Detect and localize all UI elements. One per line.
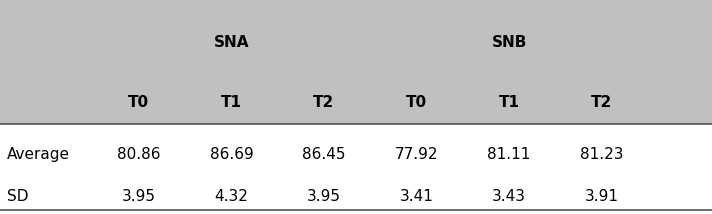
Text: 3.95: 3.95	[122, 189, 156, 204]
Text: T0: T0	[128, 95, 150, 110]
Text: T2: T2	[313, 95, 335, 110]
Bar	[0, 124, 712, 214]
Text: 86.69: 86.69	[209, 147, 253, 162]
Text: Average: Average	[7, 147, 70, 162]
Bar	[0, 0, 712, 124]
Text: T0: T0	[406, 95, 427, 110]
Text: 3.41: 3.41	[399, 189, 434, 204]
Text: 80.86: 80.86	[117, 147, 161, 162]
Text: 3.95: 3.95	[307, 189, 341, 204]
Text: 86.45: 86.45	[302, 147, 346, 162]
Text: SNA: SNA	[214, 35, 249, 50]
Text: 4.32: 4.32	[214, 189, 248, 204]
Text: T2: T2	[591, 95, 612, 110]
Text: T1: T1	[221, 95, 242, 110]
Text: SNB: SNB	[491, 35, 527, 50]
Text: 3.91: 3.91	[585, 189, 619, 204]
Text: 81.11: 81.11	[488, 147, 530, 162]
Text: 77.92: 77.92	[394, 147, 439, 162]
Text: 81.23: 81.23	[580, 147, 624, 162]
Text: 3.43: 3.43	[492, 189, 526, 204]
Text: SD: SD	[7, 189, 28, 204]
Text: T1: T1	[498, 95, 520, 110]
